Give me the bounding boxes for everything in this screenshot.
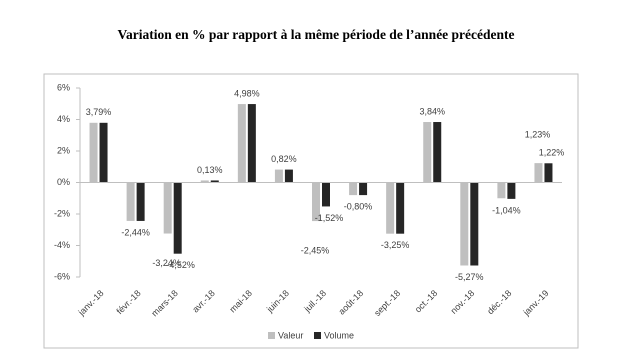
bar <box>507 182 516 199</box>
bar <box>99 122 108 183</box>
x-tick-label: févr.-18 <box>114 288 142 316</box>
data-label: 1,23% <box>525 130 551 140</box>
data-label: 1,22% <box>539 148 565 158</box>
bar <box>423 122 432 183</box>
bar <box>247 104 256 183</box>
data-label: -4,52% <box>166 260 195 270</box>
bar <box>312 182 320 222</box>
legend-label: Valeur <box>278 330 303 340</box>
data-label: -0,80% <box>344 201 373 211</box>
y-tick-label: -6% <box>54 271 70 281</box>
bar <box>89 122 98 183</box>
bar <box>349 182 358 196</box>
bar <box>163 182 172 234</box>
x-tick-label: sept.-18 <box>372 288 402 318</box>
data-label: -3,24% <box>152 258 181 268</box>
data-label: 0,82% <box>271 154 297 164</box>
chart-frame <box>43 73 579 349</box>
bar <box>359 182 368 196</box>
data-label: -1,52% <box>315 213 344 223</box>
bar <box>274 169 283 183</box>
x-tick-label: avr.-18 <box>190 288 217 315</box>
data-label: -5,27% <box>455 272 484 282</box>
x-tick-label: janv.-19 <box>521 288 551 318</box>
x-tick-label: nov.-18 <box>449 288 477 316</box>
y-tick-label: 2% <box>57 145 70 155</box>
bar <box>497 182 506 199</box>
bar <box>470 182 479 266</box>
data-label: 3,79% <box>86 107 112 117</box>
legend-swatch <box>268 332 275 339</box>
data-label: 0,13% <box>197 165 223 175</box>
legend-label: Volume <box>324 330 354 340</box>
bar <box>544 163 553 183</box>
bar <box>460 182 469 266</box>
x-tick-label: mars-18 <box>149 288 179 318</box>
data-label: 3,84% <box>419 106 445 116</box>
bar <box>284 169 293 183</box>
data-label: -2,44% <box>121 227 150 237</box>
x-tick-label: juin-18 <box>264 288 291 315</box>
bar <box>386 182 395 234</box>
y-tick-label: -2% <box>54 208 70 218</box>
bar <box>200 180 209 183</box>
bar <box>173 182 182 254</box>
x-tick-label: mai-18 <box>227 288 254 315</box>
data-label: -1,04% <box>492 205 521 215</box>
data-label: -3,25% <box>381 240 410 250</box>
bar <box>396 182 405 234</box>
bar <box>136 182 145 221</box>
y-tick-label: 6% <box>57 82 70 92</box>
x-tick-label: août-18 <box>337 288 366 317</box>
x-tick-label: déc.-18 <box>485 288 513 316</box>
y-tick-label: 4% <box>57 114 70 124</box>
bar <box>210 180 219 183</box>
bar <box>126 182 135 221</box>
data-label: 4,98% <box>234 88 260 98</box>
y-tick-label: 0% <box>57 177 70 187</box>
x-tick-label: janv.-18 <box>76 288 106 318</box>
bar <box>237 104 246 183</box>
data-label: -2,45% <box>301 245 330 255</box>
x-tick-label: juil.-18 <box>302 288 329 315</box>
y-tick-label: -4% <box>54 240 70 250</box>
bar <box>534 163 543 183</box>
bar <box>433 122 442 183</box>
chart-title: Variation en % par rapport à la même pér… <box>117 27 514 42</box>
legend-swatch <box>314 332 321 339</box>
x-tick-label: oct.-18 <box>413 288 440 315</box>
bar <box>322 182 330 207</box>
